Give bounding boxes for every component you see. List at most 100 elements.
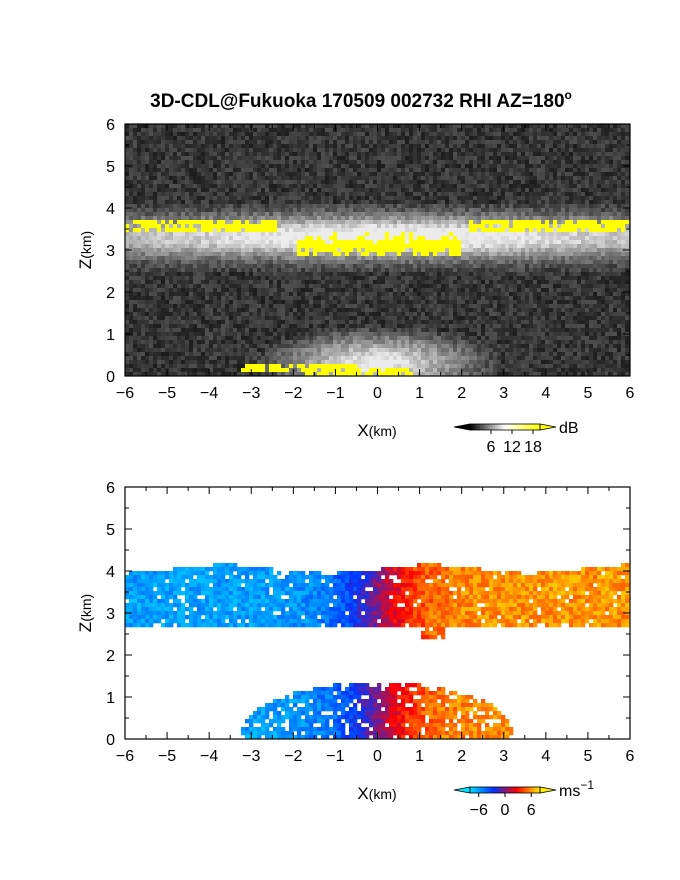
cell <box>573 264 578 269</box>
cell <box>453 156 458 161</box>
cell <box>169 280 174 285</box>
cell <box>361 240 366 245</box>
cell <box>405 276 410 281</box>
cell <box>601 216 606 221</box>
cell <box>309 276 314 281</box>
cell <box>265 188 270 193</box>
cell <box>401 172 406 177</box>
cell <box>465 240 470 245</box>
cell <box>297 164 302 169</box>
cell <box>425 180 430 185</box>
cell <box>537 144 542 149</box>
cell <box>297 196 302 201</box>
cell <box>589 236 594 241</box>
cell <box>213 180 218 185</box>
cell <box>293 280 298 285</box>
cell <box>577 180 582 185</box>
cell <box>197 248 202 253</box>
cell <box>521 128 526 133</box>
cell <box>585 240 590 245</box>
cell <box>329 252 334 257</box>
cell <box>193 156 198 161</box>
cell <box>209 216 214 221</box>
cell <box>521 136 526 141</box>
cell <box>273 196 278 201</box>
cell <box>293 228 298 233</box>
cell <box>305 272 310 277</box>
cell <box>569 220 574 225</box>
cell <box>133 128 138 133</box>
cell <box>253 164 258 169</box>
cell <box>269 236 274 241</box>
cell <box>433 196 438 201</box>
cell <box>205 228 210 233</box>
cell <box>353 224 358 229</box>
cell <box>605 180 610 185</box>
cell <box>245 128 250 133</box>
cell <box>377 168 382 173</box>
cell <box>565 172 570 177</box>
cell <box>245 264 250 269</box>
cell <box>233 256 238 261</box>
cell <box>165 264 170 269</box>
cell <box>569 156 574 161</box>
cell <box>449 152 454 157</box>
cell <box>317 176 322 181</box>
cell <box>561 136 566 141</box>
cell <box>409 224 414 229</box>
cell <box>181 188 186 193</box>
cell <box>545 256 550 261</box>
cell <box>157 132 162 137</box>
cell <box>497 204 502 209</box>
cell <box>365 124 370 129</box>
cell <box>273 140 278 145</box>
cell <box>297 148 302 153</box>
cell <box>185 216 190 221</box>
cell <box>509 152 514 157</box>
cell <box>361 180 366 185</box>
cell <box>321 132 326 137</box>
cell <box>569 256 574 261</box>
cell <box>413 152 418 157</box>
cell <box>213 272 218 277</box>
cell <box>193 236 198 241</box>
cell <box>413 128 418 133</box>
cell <box>585 216 590 221</box>
cell <box>221 200 226 205</box>
cell <box>185 212 190 217</box>
cell <box>213 168 218 173</box>
cell <box>137 156 142 161</box>
cell <box>209 128 214 133</box>
cell <box>389 148 394 153</box>
cell <box>397 268 402 273</box>
cell <box>561 160 566 165</box>
cell <box>157 148 162 153</box>
cell <box>281 140 286 145</box>
cell <box>409 128 414 133</box>
cell <box>209 188 214 193</box>
cell <box>169 136 174 141</box>
cell <box>385 236 390 241</box>
cell <box>273 272 278 277</box>
cell <box>285 168 290 173</box>
cell <box>565 188 570 193</box>
cell <box>593 276 598 281</box>
cell <box>125 204 130 209</box>
cell <box>505 224 510 229</box>
cell <box>557 212 562 217</box>
cell <box>225 208 230 213</box>
cell <box>541 200 546 205</box>
cell <box>269 220 274 225</box>
cell <box>161 200 166 205</box>
cell <box>381 264 386 269</box>
cell <box>469 164 474 169</box>
cell <box>533 260 538 265</box>
cell <box>617 236 622 241</box>
cell <box>169 204 174 209</box>
cell <box>489 268 494 273</box>
cell <box>277 220 282 225</box>
cell <box>361 160 366 165</box>
cell <box>197 280 202 285</box>
cell <box>241 280 246 285</box>
cell <box>245 200 250 205</box>
